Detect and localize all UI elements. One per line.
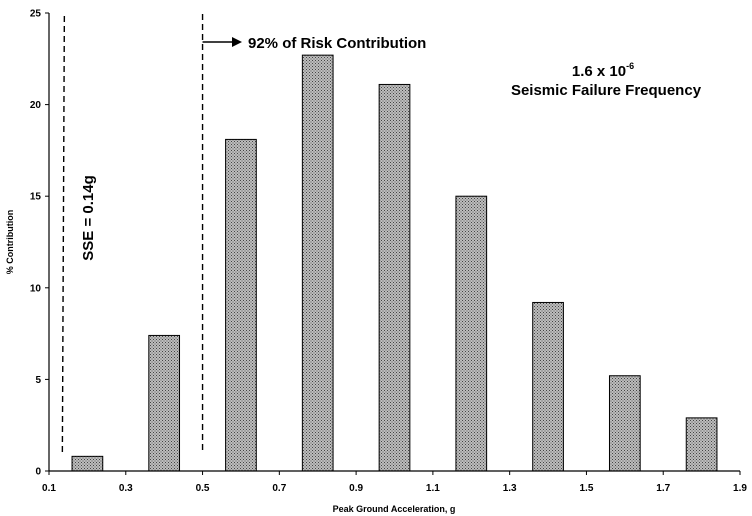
- bar-7: [608, 375, 641, 472]
- y-tick-label-0: 0: [35, 467, 41, 478]
- risk-arrow-head: [232, 37, 242, 47]
- x-tick-label-2: 0.5: [196, 483, 210, 494]
- x-tick-label-7: 1.5: [579, 483, 593, 494]
- bar-1: [148, 334, 181, 472]
- frequency-label: Seismic Failure Frequency: [511, 82, 702, 99]
- frequency-mantissa: 1.6 x 10: [572, 63, 626, 80]
- frequency-exponent: -6: [626, 61, 634, 71]
- x-tick-label-8: 1.7: [656, 483, 670, 494]
- x-tick-label-1: 0.3: [119, 483, 133, 494]
- frequency-value: 1.6 x 10-6: [572, 61, 634, 80]
- y-tick-label-1: 5: [35, 375, 41, 386]
- x-tick-label-5: 1.1: [426, 483, 440, 494]
- bar-6: [532, 301, 564, 472]
- bar-8: [685, 417, 718, 472]
- sse-label: SSE = 0.14g: [80, 175, 97, 260]
- bar-4: [378, 83, 411, 472]
- bar-2: [225, 138, 257, 472]
- y-tick-label-2: 10: [30, 283, 42, 294]
- x-tick-label-4: 0.9: [349, 483, 363, 494]
- bar-0: [71, 455, 104, 472]
- y-tick-label-3: 15: [30, 192, 42, 203]
- risk-contribution-label: 92% of Risk Contribution: [248, 35, 426, 52]
- y-tick-label-4: 20: [30, 100, 42, 111]
- x-tick-label-6: 1.3: [503, 483, 517, 494]
- x-axis-title: Peak Ground Acceleration, g: [333, 504, 456, 514]
- x-tick-label-3: 0.7: [272, 483, 286, 494]
- y-axis-title: % Contribution: [5, 210, 15, 275]
- chart-dynamic-layer: 0 5 10 15 20 25 0.1 0.3 0.5 0.7 0.9 1.1 1.3 1.5 1.7 1.9: [30, 9, 748, 495]
- sse-dashed-line: [61, 15, 66, 455]
- bar-3: [301, 54, 334, 472]
- bar-5: [455, 195, 488, 472]
- y-tick-label-5: 25: [30, 9, 42, 20]
- x-tick-label-0: 0.1: [42, 483, 56, 494]
- x-tick-label-9: 1.9: [733, 483, 747, 494]
